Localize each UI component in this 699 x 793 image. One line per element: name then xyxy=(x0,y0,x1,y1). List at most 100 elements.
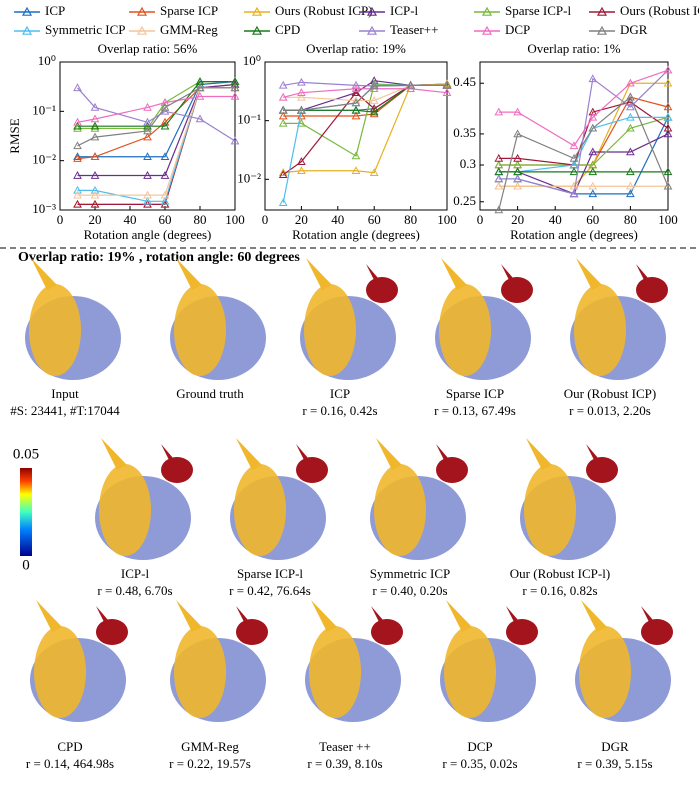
error-ear xyxy=(236,606,248,622)
legend-label: ICP-l xyxy=(390,3,419,18)
colorbar-max: 0.05 xyxy=(13,446,39,462)
data-point xyxy=(230,91,240,100)
ear xyxy=(441,258,467,290)
x-tick-label: 0 xyxy=(262,212,269,227)
plot-frame xyxy=(59,61,236,211)
point-cloud xyxy=(575,600,673,722)
legend-marker xyxy=(21,25,33,35)
source-cloud xyxy=(174,626,226,718)
source-cloud xyxy=(374,464,426,556)
data-point xyxy=(442,79,452,88)
data-point xyxy=(351,151,361,160)
source-cloud xyxy=(34,626,86,718)
data-point xyxy=(90,132,100,141)
panel-label: ICP-l xyxy=(121,566,150,581)
legend-marker xyxy=(136,25,148,35)
panel-label: ICP xyxy=(330,386,350,401)
x-axis-label: Rotation angle (degrees) xyxy=(510,227,638,242)
data-point xyxy=(351,98,361,107)
x-tick-label: 0 xyxy=(477,212,484,227)
x-tick-label: 80 xyxy=(194,212,207,227)
x-tick-label: 20 xyxy=(511,212,524,227)
panel-result: r = 0.16, 0.42s xyxy=(302,403,377,418)
data-point xyxy=(626,102,635,111)
data-point xyxy=(588,167,598,176)
point-cloud xyxy=(170,600,268,722)
data-point xyxy=(278,105,288,114)
data-point xyxy=(143,132,152,141)
source-cloud xyxy=(524,464,576,556)
data-point xyxy=(160,170,170,179)
colorbar-min: 0 xyxy=(22,557,30,573)
data-point xyxy=(663,78,673,87)
legend-label: CPD xyxy=(275,22,300,37)
x-tick-label: 0 xyxy=(57,212,64,227)
panel-label: GMM-Reg xyxy=(181,739,239,754)
data-point xyxy=(230,83,240,92)
error-ear xyxy=(96,606,108,622)
data-point xyxy=(143,102,152,111)
heading: Overlap ratio: 19% , rotation angle: 60 … xyxy=(18,250,300,265)
data-point xyxy=(297,166,306,175)
data-point xyxy=(73,154,82,162)
panel-label: Sparse ICP xyxy=(446,386,504,401)
data-point xyxy=(90,123,100,132)
panel-result: #S: 23441, #T:17044 xyxy=(10,403,120,418)
series-line xyxy=(77,95,235,123)
panel-label: Teaser ++ xyxy=(319,739,371,754)
error-bunny xyxy=(501,277,533,303)
legend-label: Symmetric ICP xyxy=(45,22,126,37)
panel-result: r = 0.40, 0.20s xyxy=(372,583,447,598)
data-point xyxy=(626,92,635,101)
data-point xyxy=(90,121,100,130)
point-cloud xyxy=(170,258,266,380)
panel-label: Sparse ICP-l xyxy=(237,566,303,581)
y-tick-label: 10⁻¹ xyxy=(237,112,261,127)
data-point xyxy=(278,168,288,176)
data-point xyxy=(663,65,673,74)
error-bunny xyxy=(96,619,128,645)
data-point xyxy=(369,79,379,88)
error-ear xyxy=(501,264,513,280)
data-point xyxy=(143,170,152,179)
data-point xyxy=(297,77,306,86)
data-point xyxy=(351,111,361,120)
legend-label: Sparse ICP-l xyxy=(505,3,571,18)
data-point xyxy=(513,181,522,190)
data-point xyxy=(143,196,152,205)
point-cloud xyxy=(570,258,668,380)
data-point xyxy=(297,105,306,114)
y-tick-label: 10⁻² xyxy=(32,152,56,167)
panel-result: r = 0.42, 76.64s xyxy=(229,583,311,598)
error-ear xyxy=(586,444,598,460)
data-point xyxy=(297,157,306,165)
series-line xyxy=(282,84,447,203)
panel-result: r = 0.39, 8.10s xyxy=(307,756,382,771)
series-line xyxy=(77,83,236,160)
series-line xyxy=(77,81,235,127)
data-point xyxy=(160,102,170,111)
series-line xyxy=(498,116,669,166)
data-point xyxy=(369,109,379,118)
panel-label: Input xyxy=(51,386,79,401)
error-bunny xyxy=(586,457,618,483)
y-tick-label: 10⁰ xyxy=(38,53,56,68)
data-point xyxy=(195,91,205,100)
data-point xyxy=(73,83,82,92)
data-point xyxy=(143,190,152,199)
data-point xyxy=(663,102,673,111)
data-point xyxy=(369,107,379,116)
x-tick-label: 80 xyxy=(624,212,637,227)
error-ear xyxy=(366,264,378,280)
data-point xyxy=(73,199,82,208)
source-cloud xyxy=(574,284,626,376)
ear xyxy=(576,258,602,290)
data-point xyxy=(663,112,673,121)
data-point xyxy=(494,181,504,190)
panel-result: r = 0.013, 2.20s xyxy=(569,403,651,418)
legend-marker xyxy=(596,25,608,35)
data-point xyxy=(73,170,82,179)
x-axis-label: Rotation angle (degrees) xyxy=(292,227,420,242)
data-point xyxy=(569,153,579,162)
data-point xyxy=(442,80,452,89)
